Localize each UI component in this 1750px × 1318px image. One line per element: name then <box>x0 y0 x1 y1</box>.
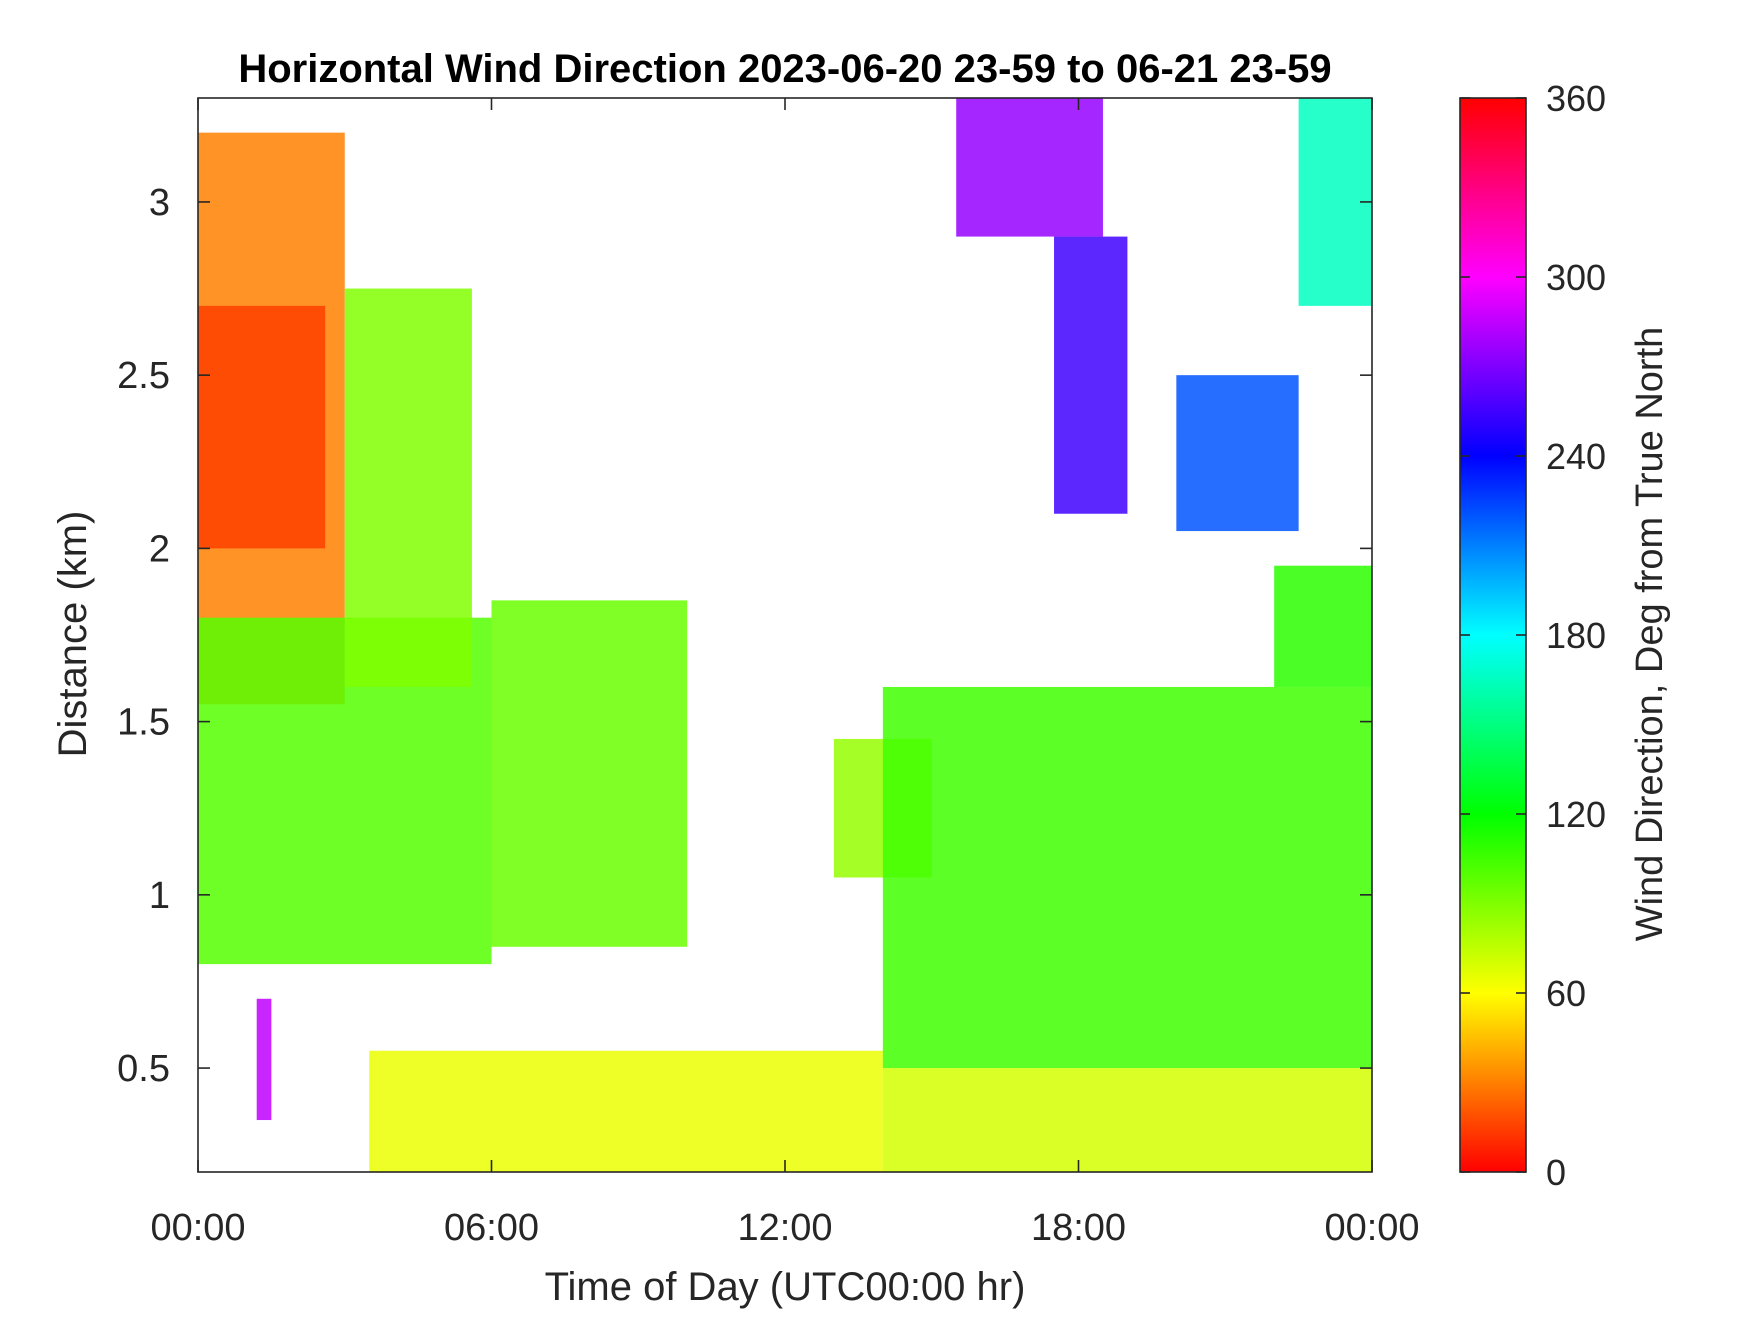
x-tick-label-2: 12:00 <box>737 1207 832 1249</box>
colorbar-tick-label-6: 360 <box>1546 78 1606 119</box>
heatmap-region-5 <box>369 1050 883 1172</box>
heatmap-region-9 <box>1274 565 1372 687</box>
x-tick-label-1: 06:00 <box>444 1207 539 1249</box>
x-tick-label-0: 00:00 <box>150 1207 245 1249</box>
y-axis-label: Distance (km) <box>51 511 95 758</box>
heatmap-region-1 <box>198 305 326 549</box>
y-tick-label-5: 3 <box>149 182 170 224</box>
colorbar-tick-label-2: 120 <box>1546 794 1606 835</box>
y-tick-label-1: 1 <box>149 875 170 917</box>
y-tick-label-3: 2 <box>149 528 170 570</box>
heatmap-region-10 <box>956 98 1103 237</box>
heatmap-region-13 <box>1298 98 1372 306</box>
colorbar-ticks: 0 60 120 180 240 300 360 <box>1460 78 1606 1193</box>
colorbar-tick-label-0: 0 <box>1546 1152 1566 1193</box>
colorbar-tick-label-4: 240 <box>1546 436 1606 477</box>
heatmap-region-11 <box>1054 236 1128 514</box>
chart-title: Horizontal Wind Direction 2023-06-20 23-… <box>238 47 1331 91</box>
colorbar-tick-label-3: 180 <box>1546 615 1606 656</box>
heatmap-region-8 <box>882 686 1372 1069</box>
y-tick-label-4: 2.5 <box>117 355 170 397</box>
colorbar <box>1459 97 1527 1173</box>
colorbar-tick-label-1: 60 <box>1546 973 1586 1014</box>
x-tick-label-3: 18:00 <box>1031 1207 1126 1249</box>
heatmap-cells <box>198 98 1372 1172</box>
y-tick-label-0: 0.5 <box>117 1048 170 1090</box>
heatmap-region-7 <box>882 1068 1372 1172</box>
heatmap-region-4 <box>491 600 688 947</box>
heatmap-region-12 <box>1176 375 1299 532</box>
colorbar-tick-label-5: 300 <box>1546 257 1606 298</box>
heatmap-region-14 <box>256 998 272 1121</box>
heatmap-region-3 <box>344 288 472 687</box>
colorbar-label: Wind Direction, Deg from True North <box>1629 327 1671 942</box>
x-tick-label-4: 00:00 <box>1324 1207 1419 1249</box>
y-axis: 0.5 1 1.5 2 2.5 3 <box>117 182 1372 1090</box>
x-axis: 00:00 06:00 12:00 18:00 00:00 <box>150 98 1420 1249</box>
x-axis-label: Time of Day (UTC00:00 hr) <box>545 1265 1026 1309</box>
y-tick-label-2: 1.5 <box>117 702 170 744</box>
